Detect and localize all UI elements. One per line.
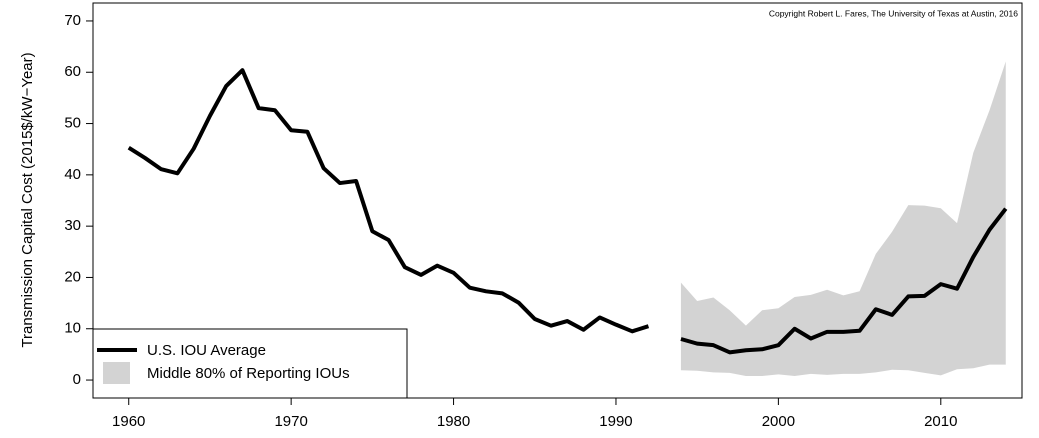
y-tick-label: 10 bbox=[64, 320, 81, 337]
legend-label: U.S. IOU Average bbox=[147, 342, 266, 359]
x-tick-label: 1960 bbox=[112, 413, 145, 430]
y-tick-label: 40 bbox=[64, 166, 81, 183]
line bbox=[127, 68, 1008, 355]
x-tick-label: 1980 bbox=[437, 413, 470, 430]
legend-label: Middle 80% of Reporting IOUs bbox=[147, 365, 350, 382]
x-tick-label: 1990 bbox=[599, 413, 632, 430]
legend-box bbox=[92, 328, 408, 399]
x-tick-label: 2010 bbox=[924, 413, 957, 430]
y-tick-label: 60 bbox=[64, 63, 81, 80]
annotation: Copyright Robert L. Fares, The Universit… bbox=[769, 8, 1018, 18]
band-area bbox=[680, 61, 1006, 376]
y-tick-label: 50 bbox=[64, 115, 81, 132]
y-tick-label: 20 bbox=[64, 268, 81, 285]
x-tick-label: 2000 bbox=[762, 413, 795, 430]
y-tick-label: 30 bbox=[64, 217, 81, 234]
y-tick-label: 70 bbox=[64, 12, 81, 29]
y-axis-label: Transmission Capital Cost (2015$/kW−Year… bbox=[19, 52, 36, 347]
y-tick-label: 0 bbox=[73, 371, 81, 388]
legend-swatch bbox=[103, 362, 130, 384]
plot-frame bbox=[92, 2, 1023, 399]
x-tick-label: 1970 bbox=[274, 413, 307, 430]
